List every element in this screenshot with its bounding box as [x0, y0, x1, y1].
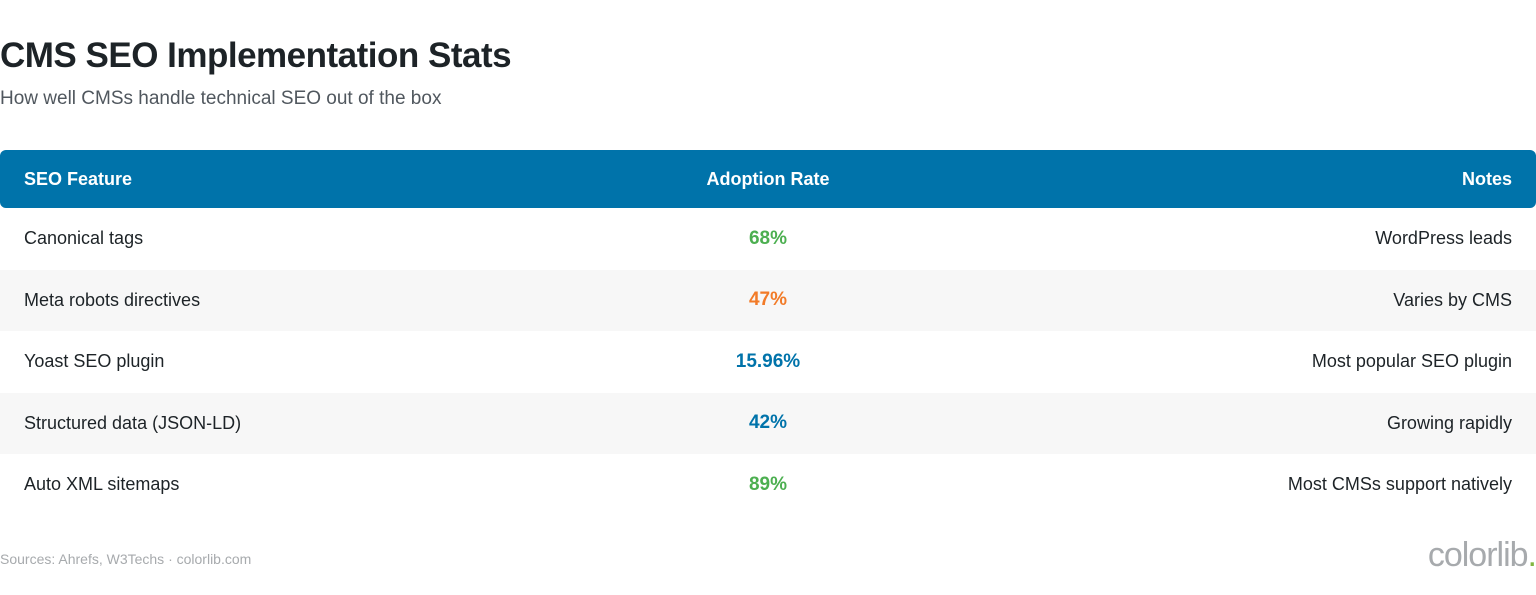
notes-cell: Growing rapidly [1386, 412, 1512, 433]
column-header-notes: Notes [1461, 168, 1512, 189]
page-subtitle: How well CMSs handle technical SEO out o… [0, 88, 442, 109]
table-row: Auto XML sitemaps 89% Most CMSs support … [0, 454, 1536, 516]
notes-cell: Varies by CMS [1393, 289, 1512, 310]
table-row: Canonical tags 68% WordPress leads [0, 208, 1536, 270]
notes-cell: Most CMSs support natively [1287, 474, 1512, 495]
adoption-rate-cell: 15.96% [735, 350, 801, 372]
adoption-rate-cell: 68% [748, 227, 788, 249]
column-header-adoption-rate: Adoption Rate [706, 168, 830, 189]
feature-cell: Canonical tags [24, 228, 144, 249]
table-row: Meta robots directives 47% Varies by CMS [0, 269, 1536, 331]
table-row: Yoast SEO plugin 15.96% Most popular SEO… [0, 331, 1536, 393]
adoption-rate-cell: 47% [748, 289, 788, 311]
page-title: CMS SEO Implementation Stats [0, 36, 512, 75]
notes-cell: WordPress leads [1375, 228, 1512, 249]
adoption-rate-cell: 42% [748, 412, 788, 434]
feature-cell: Yoast SEO plugin [24, 351, 165, 372]
sources-note: Sources: Ahrefs, W3Techs · colorlib.com [0, 551, 252, 567]
feature-cell: Meta robots directives [24, 289, 201, 310]
feature-cell: Structured data (JSON-LD) [24, 412, 242, 433]
logo-dot: . [1527, 536, 1536, 574]
adoption-rate-cell: 89% [748, 473, 788, 495]
colorlib-logo[interactable]: colorlib. [1428, 536, 1536, 575]
stats-table: SEO Feature Adoption Rate Notes Canonica… [0, 150, 1536, 516]
table-row: Structured data (JSON-LD) 42% Growing ra… [0, 392, 1536, 454]
logo-text: colorlib [1427, 536, 1529, 574]
column-header-feature: SEO Feature [24, 168, 133, 189]
table-header: SEO Feature Adoption Rate Notes [0, 150, 1536, 208]
notes-cell: Most popular SEO plugin [1311, 351, 1512, 372]
feature-cell: Auto XML sitemaps [24, 474, 180, 495]
